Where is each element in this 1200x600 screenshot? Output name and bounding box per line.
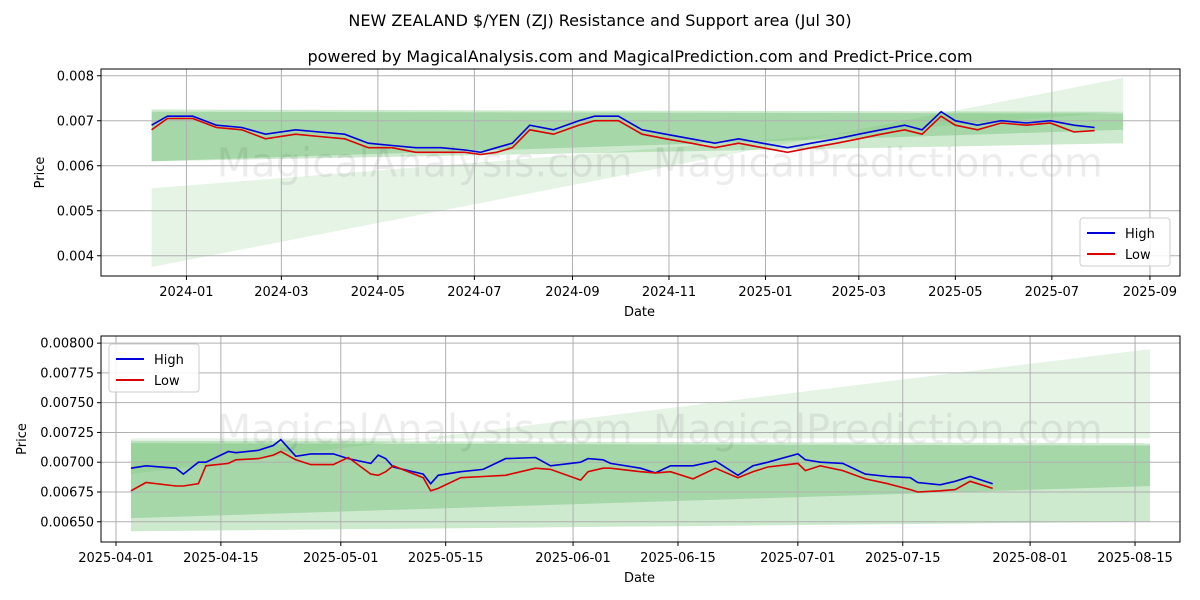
chart-panel-bottom: MagicalAnalysis.com MagicalPrediction.com…	[15, 335, 1181, 586]
legend-label-low: Low	[154, 374, 180, 389]
chart-subtitle: powered by MagicalAnalysis.com and Magic…	[307, 47, 972, 66]
legend: High Low	[108, 343, 200, 393]
x-tick-label: 2025-09	[1123, 285, 1177, 300]
chart-panel-top: MagicalAnalysis.com MagicalPrediction.com…	[33, 68, 1181, 320]
legend-label-low: Low	[1125, 248, 1151, 263]
series-line-low	[130, 450, 993, 493]
x-tick-label: 2025-03	[832, 285, 886, 300]
support-resistance-band-0	[130, 349, 1151, 475]
x-tick-label: 2025-05	[928, 285, 982, 300]
y-tick-label: 0.00750	[40, 396, 94, 411]
watermark-right: MagicalPrediction.com	[653, 407, 1103, 453]
x-tick-label: 2024-09	[545, 285, 599, 300]
series-line-high	[130, 438, 993, 486]
y-tick-label: 0.00725	[40, 426, 94, 441]
x-tick-label: 2024-05	[351, 285, 405, 300]
x-axis-label: Date	[624, 305, 655, 320]
legend-label-high: High	[1125, 227, 1155, 242]
x-axis-label: Date	[624, 571, 655, 586]
plot-area: MagicalAnalysis.com MagicalPrediction.com	[101, 336, 1180, 542]
x-tick-label: 2025-04-15	[183, 551, 259, 566]
chart-title: NEW ZEALAND $/YEN (ZJ) Resistance and Su…	[348, 11, 851, 30]
support-resistance-band-1	[130, 440, 1151, 532]
x-tick-label: 2025-07	[1025, 285, 1079, 300]
axes-frame	[100, 335, 1181, 543]
y-tick-label: 0.005	[57, 204, 94, 219]
x-tick-label: 2024-11	[642, 285, 696, 300]
x-tick-label: 2025-06-15	[640, 551, 716, 566]
x-tick-label: 2025-07-01	[760, 551, 836, 566]
legend-label-high: High	[154, 353, 184, 368]
y-tick-label: 0.007	[57, 114, 94, 129]
x-tick-label: 2025-01	[738, 285, 792, 300]
x-tick-label: 2025-05-01	[303, 551, 379, 566]
y-tick-label: 0.00800	[40, 337, 94, 352]
x-tick-label: 2025-05-15	[408, 551, 484, 566]
series-line-low	[151, 115, 1095, 156]
x-tick-label: 2025-08-01	[992, 551, 1068, 566]
legend: High Low	[1079, 217, 1171, 267]
y-tick-label: 0.00675	[40, 485, 94, 500]
y-tick-label: 0.00700	[40, 456, 94, 471]
watermark-left: MagicalAnalysis.com	[217, 407, 633, 453]
x-tick-label: 2024-01	[159, 285, 213, 300]
x-tick-label: 2025-08-15	[1097, 551, 1173, 566]
y-tick-label: 0.006	[57, 159, 94, 174]
y-tick-label: 0.00775	[40, 366, 94, 381]
plot-area: MagicalAnalysis.com MagicalPrediction.com	[101, 69, 1180, 276]
support-resistance-band-0	[151, 78, 1124, 267]
series-line-high	[151, 110, 1095, 154]
y-tick-label: 0.004	[57, 249, 94, 264]
y-axis-label: Price	[33, 157, 48, 189]
x-tick-label: 2025-07-15	[865, 551, 941, 566]
axes-frame	[100, 68, 1181, 277]
y-axis-label: Price	[15, 423, 30, 455]
watermark-right: MagicalPrediction.com	[653, 141, 1103, 187]
x-tick-label: 2025-06-01	[535, 551, 611, 566]
y-tick-label: 0.008	[57, 69, 94, 84]
y-tick-label: 0.00650	[40, 515, 94, 530]
x-tick-label: 2024-07	[447, 285, 501, 300]
x-tick-label: 2024-03	[254, 285, 308, 300]
x-tick-label: 2025-04-01	[78, 551, 154, 566]
